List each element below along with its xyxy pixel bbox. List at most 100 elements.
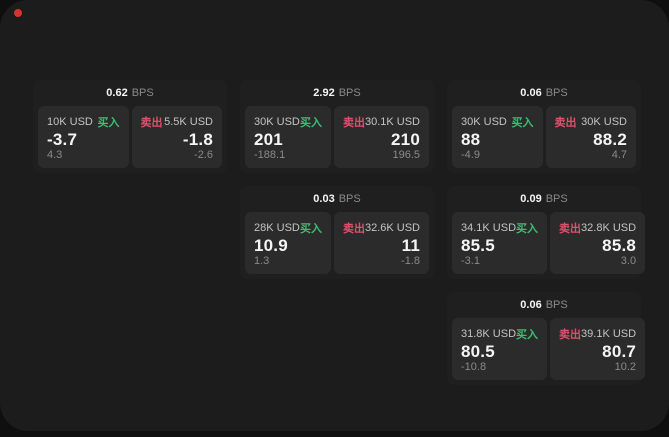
bps-value: 0.03	[313, 193, 335, 205]
buy-label: 买入	[299, 223, 322, 235]
tiles-row: 10K USD 买入 -3.7 4.3 卖出 5.5K USD -1.8 -2.…	[33, 106, 227, 173]
buy-price: 10.9	[254, 236, 288, 255]
sell-sub-value: -1.8	[401, 255, 420, 267]
buy-label: 买入	[516, 329, 539, 341]
buy-price: -3.7	[47, 130, 78, 149]
card-header: 0.06 BPS	[447, 80, 641, 106]
bps-value: 0.62	[106, 87, 128, 99]
recording-indicator-dot	[14, 9, 22, 17]
buy-amount: 28K USD	[254, 222, 300, 234]
sell-amount: 5.5K USD	[164, 116, 213, 128]
sell-amount: 32.6K USD	[364, 222, 420, 234]
sell-price: 85.8	[602, 236, 637, 255]
buy-tile-top: 31.8K USD 买入	[461, 326, 538, 342]
sell-tile-top: 卖出 32.6K USD	[343, 220, 420, 236]
buy-label: 买入	[516, 223, 539, 235]
buy-tile[interactable]: 30K USD 买入 88 -4.9	[452, 106, 543, 168]
tiles-row: 34.1K USD 买入 85.5 -3.1 卖出 32.8K USD 85.8…	[447, 212, 646, 279]
bps-unit-label: BPS	[131, 87, 154, 99]
sell-label: 卖出	[554, 117, 577, 129]
buy-amount: 30K USD	[254, 116, 300, 128]
buy-amount: 10K USD	[47, 116, 93, 128]
sell-tile-top: 卖出 39.1K USD	[559, 326, 636, 342]
quote-card: 0.09 BPS 34.1K USD 买入 85.5 -3.1 卖出 32.8K…	[447, 186, 646, 279]
sell-price: 210	[391, 130, 420, 149]
sell-tile-top: 卖出 5.5K USD	[141, 114, 214, 130]
buy-sub-value: -4.9	[461, 149, 480, 161]
tiles-row: 30K USD 买入 201 -188.1 卖出 30.1K USD 210 1…	[240, 106, 434, 173]
bps-unit-label: BPS	[338, 193, 361, 205]
sell-price: 80.7	[602, 342, 637, 361]
sell-tile[interactable]: 卖出 30K USD 88.2 4.7	[545, 106, 636, 168]
buy-tile[interactable]: 30K USD 买入 201 -188.1	[245, 106, 331, 168]
sell-price: 88.2	[593, 130, 627, 149]
sell-tile[interactable]: 卖出 30.1K USD 210 196.5	[333, 106, 429, 168]
buy-label: 买入	[299, 117, 322, 129]
buy-sub-value: 4.3	[47, 149, 63, 161]
buy-amount: 31.8K USD	[461, 328, 517, 340]
buy-tile-top: 30K USD 买入	[254, 114, 322, 130]
buy-tile-top: 10K USD 买入	[47, 114, 120, 130]
bps-value: 0.06	[520, 87, 542, 99]
sell-sub-value: 10.2	[614, 361, 637, 373]
quote-card-grid: 0.62 BPS 10K USD 买入 -3.7 4.3 卖出 5.5K USD…	[33, 80, 646, 385]
buy-tile-top: 34.1K USD 买入	[461, 220, 538, 236]
sell-price: -1.8	[182, 130, 213, 149]
buy-tile-top: 30K USD 买入	[461, 114, 534, 130]
sell-amount: 32.8K USD	[581, 222, 637, 234]
buy-amount: 34.1K USD	[461, 222, 517, 234]
sell-sub-value: -2.6	[194, 149, 213, 161]
sell-tile[interactable]: 卖出 32.6K USD 11 -1.8	[333, 212, 429, 274]
sell-tile[interactable]: 卖出 39.1K USD 80.7 10.2	[550, 318, 646, 380]
card-header: 2.92 BPS	[240, 80, 434, 106]
sell-label: 卖出	[342, 223, 365, 235]
card-header: 0.06 BPS	[447, 292, 641, 318]
buy-tile[interactable]: 34.1K USD 买入 85.5 -3.1	[452, 212, 548, 274]
buy-sub-value: -3.1	[461, 255, 480, 267]
sell-tile[interactable]: 卖出 32.8K USD 85.8 3.0	[550, 212, 646, 274]
card-header: 0.62 BPS	[33, 80, 227, 106]
quote-card: 0.03 BPS 28K USD 买入 10.9 1.3 卖出 32.6K US…	[240, 186, 434, 279]
sell-sub-value: 3.0	[620, 255, 637, 267]
buy-sub-value: -10.8	[461, 361, 487, 373]
buy-amount: 30K USD	[461, 116, 507, 128]
buy-price: 80.5	[461, 342, 495, 361]
bps-unit-label: BPS	[338, 87, 361, 99]
quote-card: 0.06 BPS 30K USD 买入 88 -4.9 卖出 30K USD 8…	[447, 80, 641, 173]
buy-price: 88	[461, 130, 481, 149]
bps-unit-label: BPS	[545, 87, 568, 99]
bps-unit-label: BPS	[545, 193, 568, 205]
tiles-row: 30K USD 买入 88 -4.9 卖出 30K USD 88.2 4.7	[447, 106, 641, 173]
buy-tile[interactable]: 10K USD 买入 -3.7 4.3	[38, 106, 129, 168]
tiles-row: 31.8K USD 买入 80.5 -10.8 卖出 39.1K USD 80.…	[447, 318, 646, 385]
card-header: 0.03 BPS	[240, 186, 434, 212]
quote-card: 0.62 BPS 10K USD 买入 -3.7 4.3 卖出 5.5K USD…	[33, 80, 227, 173]
quote-card: 0.06 BPS 31.8K USD 买入 80.5 -10.8 卖出 39.1…	[447, 292, 646, 385]
bps-value: 2.92	[313, 87, 335, 99]
buy-tile[interactable]: 28K USD 买入 10.9 1.3	[245, 212, 331, 274]
sell-tile-top: 卖出 30.1K USD	[343, 114, 420, 130]
buy-label: 买入	[97, 117, 120, 129]
buy-price: 201	[254, 130, 283, 149]
sell-tile-top: 卖出 32.8K USD	[559, 220, 636, 236]
buy-label: 买入	[511, 117, 534, 129]
sell-amount: 30.1K USD	[364, 116, 420, 128]
sell-sub-value: 4.7	[611, 149, 627, 161]
buy-tile-top: 28K USD 买入	[254, 220, 322, 236]
sell-tile[interactable]: 卖出 5.5K USD -1.8 -2.6	[131, 106, 222, 168]
bps-value: 0.06	[520, 299, 542, 311]
sell-sub-value: 196.5	[392, 149, 420, 161]
sell-amount: 39.1K USD	[581, 328, 637, 340]
tiles-row: 28K USD 买入 10.9 1.3 卖出 32.6K USD 11 -1.8	[240, 212, 434, 279]
bps-unit-label: BPS	[545, 299, 568, 311]
sell-price: 11	[401, 236, 420, 255]
sell-label: 卖出	[342, 117, 365, 129]
card-header: 0.09 BPS	[447, 186, 641, 212]
buy-sub-value: -188.1	[254, 149, 286, 161]
buy-tile[interactable]: 31.8K USD 买入 80.5 -10.8	[452, 318, 548, 380]
bps-value: 0.09	[520, 193, 542, 205]
sell-label: 卖出	[559, 223, 582, 235]
buy-price: 85.5	[461, 236, 495, 255]
sell-label: 卖出	[559, 329, 582, 341]
buy-sub-value: 1.3	[254, 255, 270, 267]
